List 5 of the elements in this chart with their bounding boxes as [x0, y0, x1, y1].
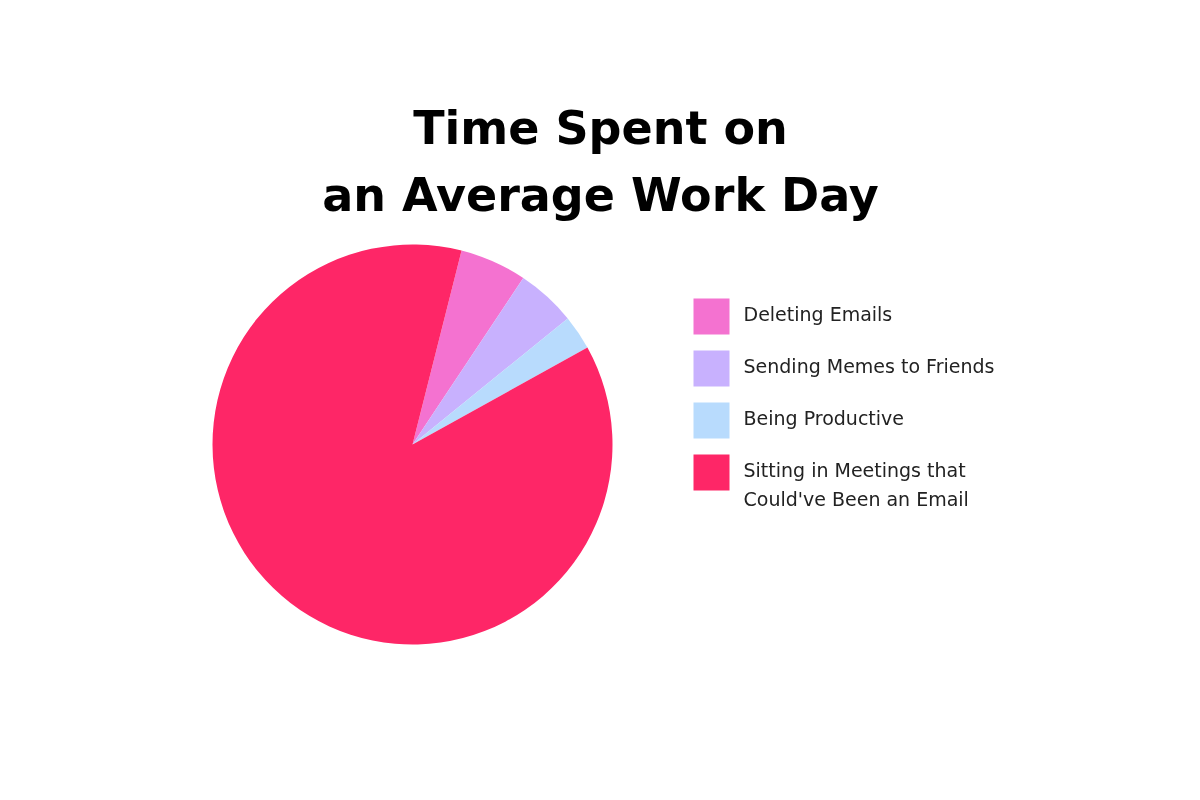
chart-title: Time Spent on an Average Work Day [322, 100, 879, 222]
legend-label: Sending Memes to Friends [743, 354, 995, 377]
legend-label: Being Productive [743, 406, 904, 429]
legend-label: Deleting Emails [743, 302, 893, 325]
legend-label: Sitting in Meetings that Could've Been an Email [743, 458, 969, 511]
